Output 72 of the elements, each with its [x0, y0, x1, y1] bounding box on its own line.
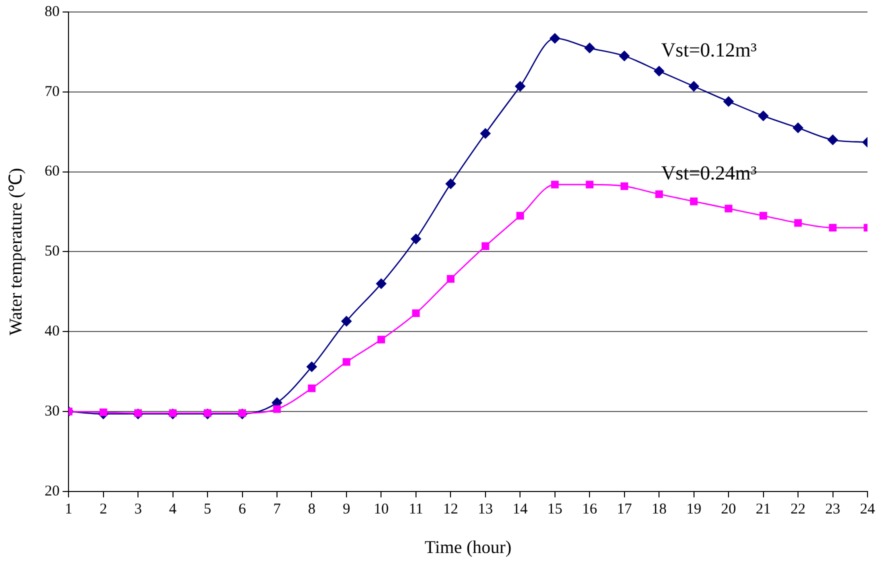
x-tick-label: 4 [169, 501, 178, 518]
point [551, 180, 559, 188]
point [308, 384, 316, 392]
x-tick-label: 10 [374, 501, 389, 518]
x-tick-label: 18 [652, 501, 667, 518]
y-axis-title: Water temperature (℃) [6, 168, 26, 336]
point [586, 180, 594, 188]
y-tick-label: 30 [44, 403, 60, 420]
point [759, 212, 768, 220]
point [134, 409, 142, 417]
point [758, 110, 768, 122]
x-tick-label: 13 [478, 501, 493, 518]
point [377, 336, 386, 344]
point [690, 198, 698, 206]
point [516, 212, 524, 220]
point [794, 219, 802, 227]
x-tick-label: 1 [64, 501, 72, 518]
point [619, 50, 630, 62]
x-tick-label: 24 [860, 501, 876, 518]
point [412, 309, 420, 318]
x-tick-label: 11 [408, 501, 424, 518]
y-tick-label: 60 [44, 164, 60, 180]
point [410, 234, 422, 244]
series-label: Vst=0.12m³ [661, 39, 757, 62]
point [654, 66, 664, 76]
y-tick-label: 40 [44, 324, 60, 340]
y-tick-label: 20 [44, 483, 60, 500]
point [828, 224, 837, 232]
x-tick-label: 7 [273, 501, 282, 518]
point [584, 42, 595, 54]
point [482, 242, 490, 250]
point [688, 81, 699, 92]
point [100, 408, 108, 416]
point [341, 316, 352, 326]
point [655, 190, 663, 198]
x-tick-label: 2 [100, 501, 108, 518]
x-tick-label: 9 [342, 501, 350, 518]
point [376, 278, 386, 289]
point [342, 358, 350, 366]
point [273, 405, 281, 413]
y-tick-label: 50 [44, 244, 60, 260]
x-tick-label: 17 [616, 501, 632, 518]
point [828, 134, 838, 145]
x-tick-label: 19 [686, 501, 702, 518]
x-tick-label: 6 [238, 501, 247, 518]
x-axis-title: Time (hour) [424, 536, 512, 557]
point [168, 409, 177, 417]
x-tick-label: 16 [582, 501, 598, 518]
point [204, 409, 212, 417]
x-tick-label: 21 [756, 501, 771, 518]
x-tick-label: 15 [547, 501, 562, 518]
point [238, 409, 246, 417]
point [306, 362, 317, 372]
point [446, 178, 456, 189]
x-tick-label: 5 [204, 501, 212, 518]
point [792, 122, 804, 134]
point [515, 81, 526, 92]
y-tick-label: 80 [44, 4, 60, 20]
point [620, 182, 628, 190]
x-tick-label: 23 [825, 501, 840, 518]
point [550, 33, 560, 44]
point [723, 96, 734, 107]
x-tick-label: 20 [721, 501, 736, 518]
x-tick-label: 3 [134, 501, 142, 518]
point [446, 275, 455, 283]
x-tick-label: 22 [790, 501, 806, 518]
point [480, 128, 491, 139]
x-tick-label: 12 [443, 501, 458, 518]
point [724, 204, 732, 212]
x-tick-label: 14 [512, 501, 528, 518]
y-tick-label: 70 [44, 84, 60, 100]
x-tick-label: 8 [308, 501, 316, 518]
